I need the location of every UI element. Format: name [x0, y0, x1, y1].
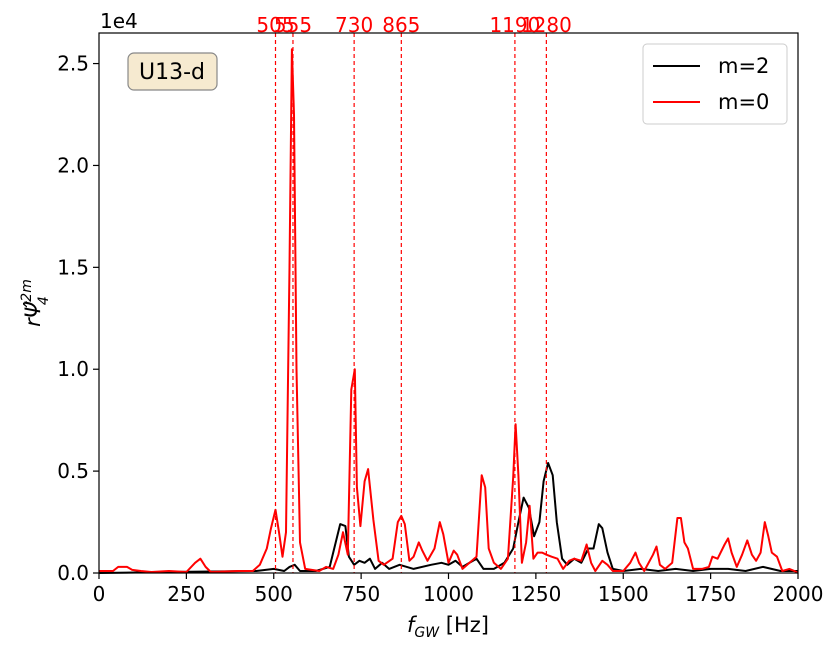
legend: m=2 m=0 — [642, 43, 788, 125]
y-axis-ticks: 0.0 0.5 1.0 1.5 2.0 2.5 — [57, 52, 99, 585]
y-tick-label: 2.5 — [57, 52, 89, 76]
x-tick-label: 2000 — [773, 582, 824, 606]
y-tick-label: 1.0 — [57, 357, 89, 381]
x-tick-label: 1500 — [598, 582, 649, 606]
x-tick-label: 500 — [255, 582, 293, 606]
y-axis-label: rΨ̂2m4 — [19, 279, 52, 327]
badge-text: U13-d — [139, 60, 205, 85]
x-axis-label: fGW [Hz] — [407, 613, 489, 641]
badge: U13-d — [127, 52, 218, 91]
y-tick-label: 2.0 — [57, 153, 89, 177]
y-tick-label: 0.0 — [57, 561, 89, 585]
x-tick-label: 1750 — [685, 582, 736, 606]
y-multiplier: 1e4 — [100, 9, 138, 33]
x-tick-label: 250 — [167, 582, 205, 606]
x-tick-label: 0 — [93, 582, 106, 606]
legend-box — [642, 43, 788, 125]
legend-label-m2: m=2 — [718, 54, 769, 78]
x-axis-ticks: 0 250 500 750 1000 1250 1500 1750 2000 — [93, 573, 824, 606]
x-tick-label: 1000 — [423, 582, 474, 606]
series-layer — [98, 48, 799, 574]
y-tick-label: 1.5 — [57, 255, 89, 279]
x-tick-label: 750 — [342, 582, 380, 606]
y-tick-label: 0.5 — [57, 459, 89, 483]
legend-label-m0: m=0 — [718, 90, 769, 114]
badge-box — [127, 52, 218, 91]
series-line-m=0 — [99, 48, 799, 574]
x-tick-label: 1250 — [510, 582, 561, 606]
